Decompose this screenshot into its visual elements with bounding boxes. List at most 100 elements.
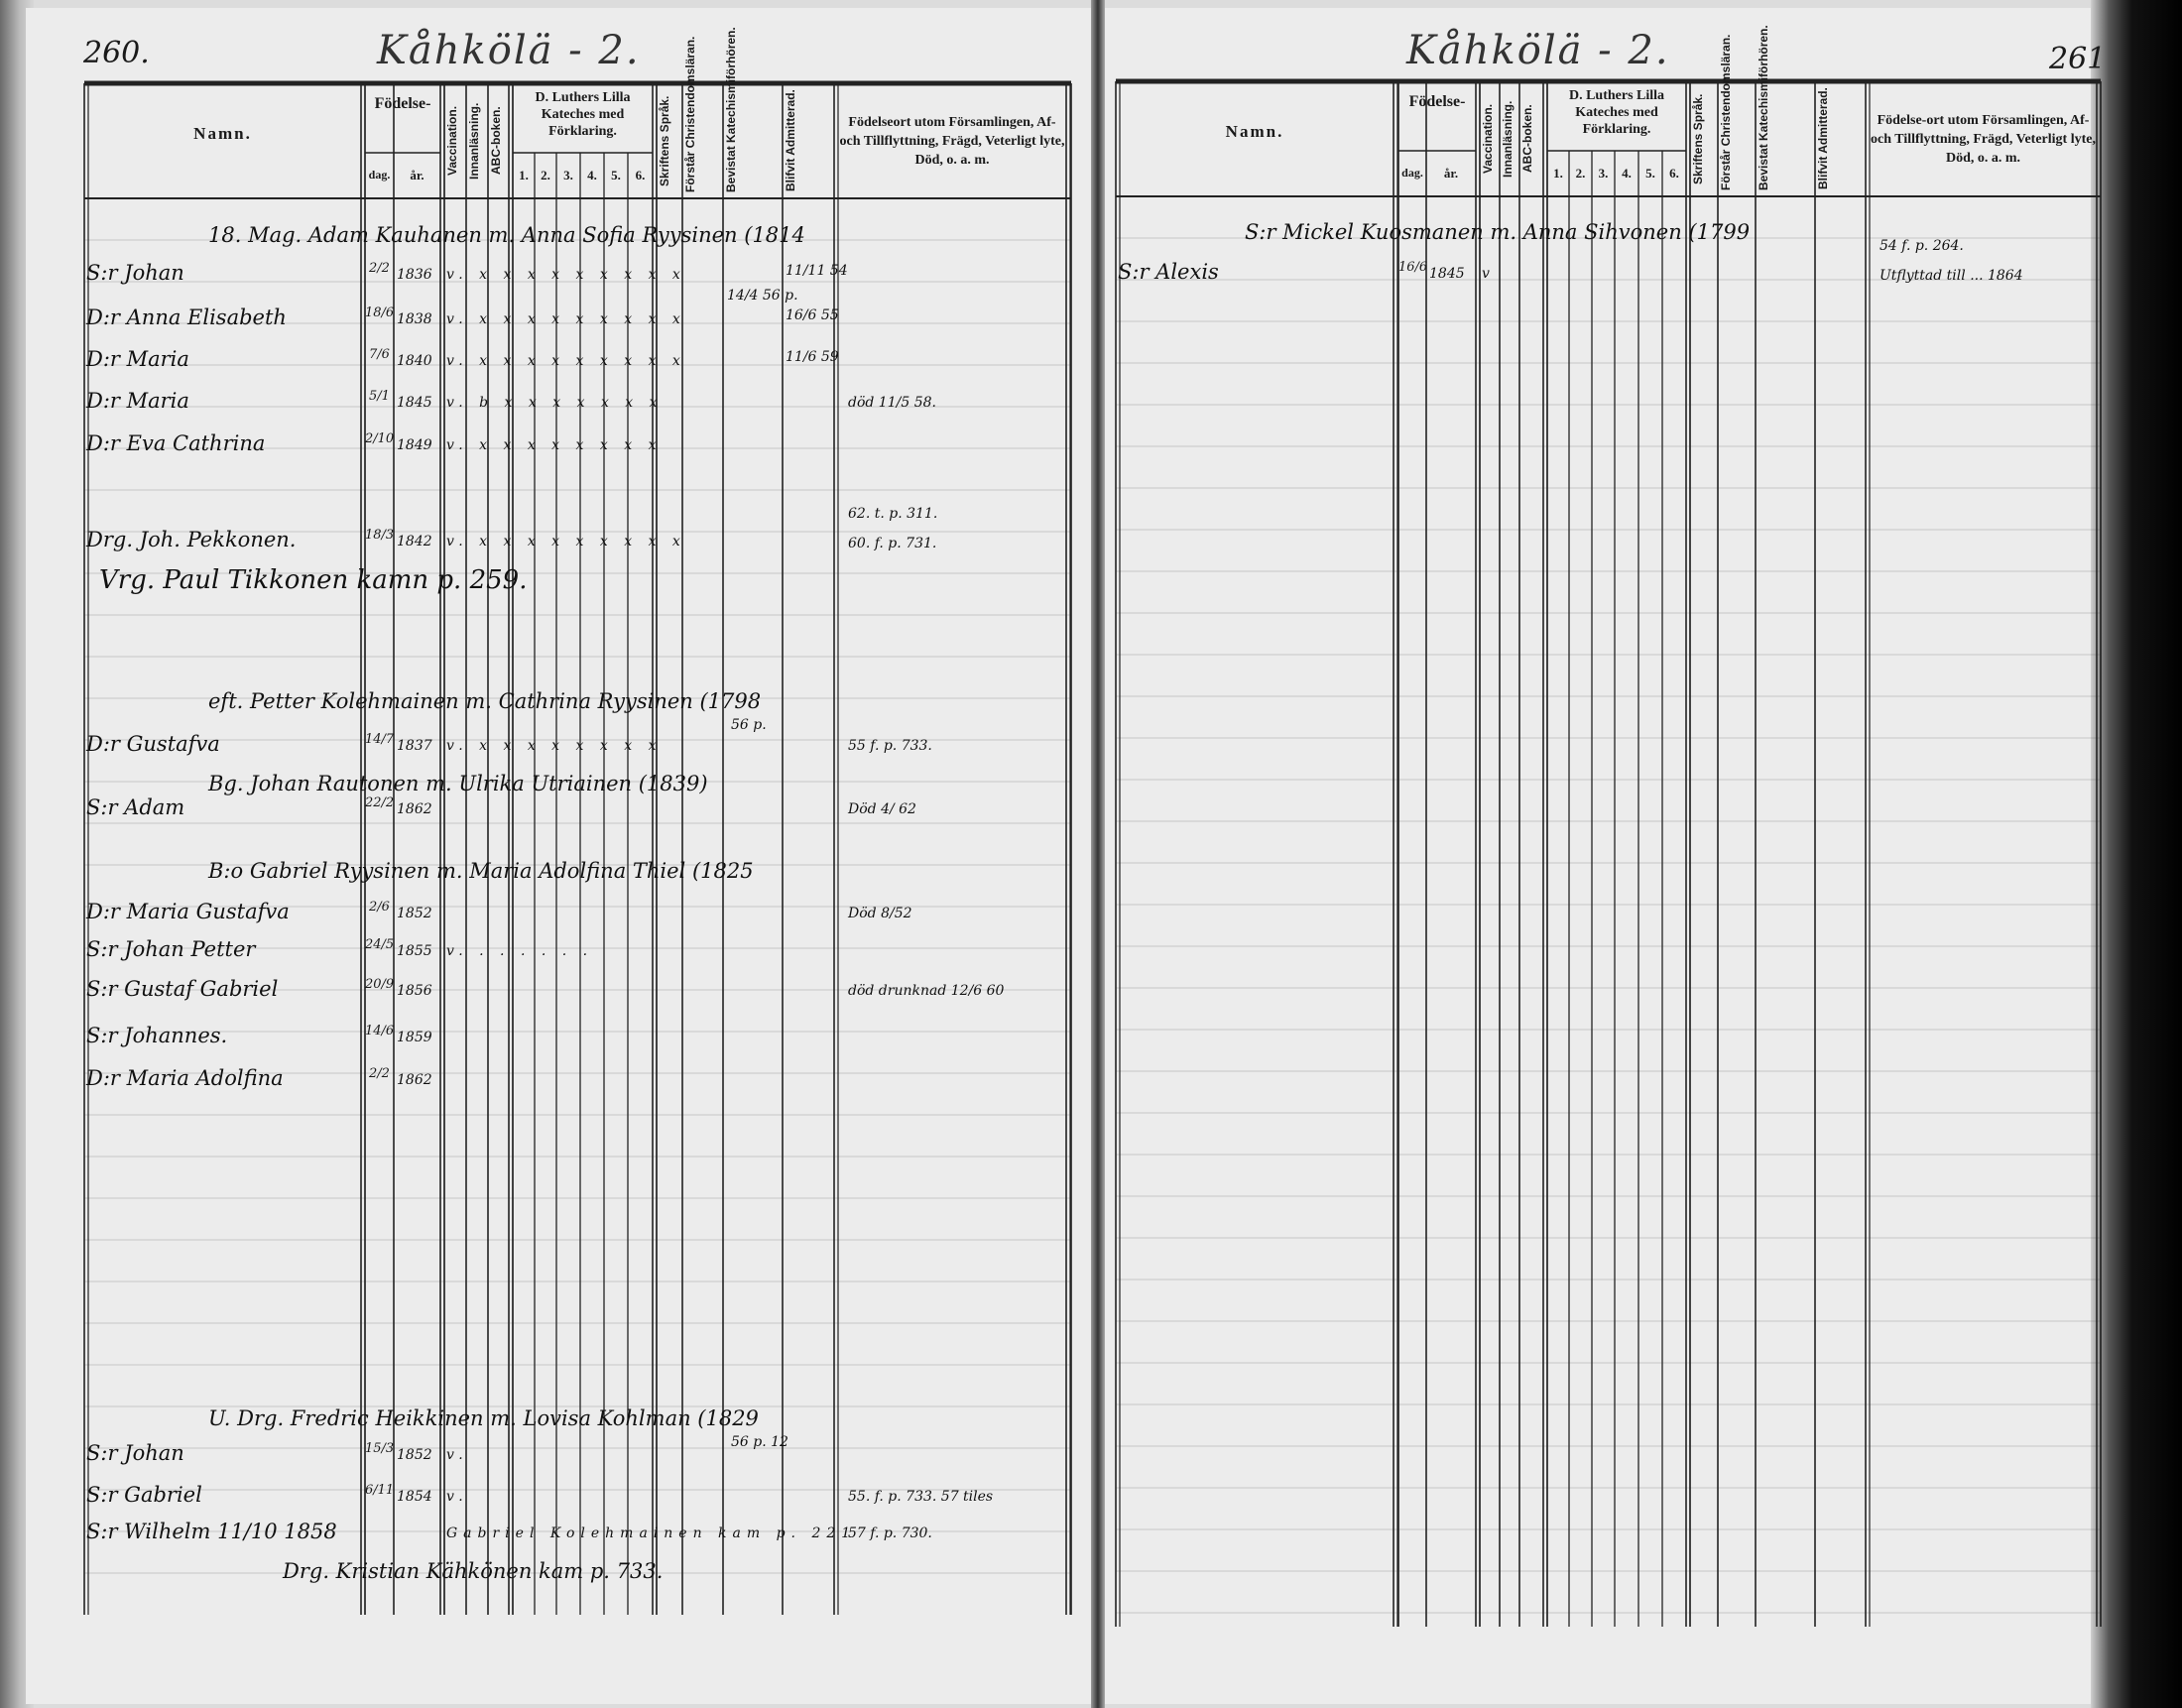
birth-day: 2/6 [369,900,390,915]
birth-year: 1854 [397,1489,432,1505]
bevistat-note: 56 p. [731,717,767,733]
header-luther: D. Luthers Lilla Kateches med Förklaring… [535,90,631,139]
birth-day: 24/5 [365,937,395,952]
catechism-marks: v. [446,1489,469,1505]
birth-year: 1862 [397,801,432,817]
remark: 60. f. p. 731. [848,536,937,551]
person-name: D:r Maria [86,347,189,371]
header-vaccination: Vaccination. [1481,103,1495,175]
header-skriftens-sprak: Skriftens Språk. [1691,93,1705,184]
admitted-date: 11/11 54 [786,263,848,279]
person-name: S:r Alexis [1118,260,1219,284]
header-luther-num: 1. [1553,166,1563,181]
person-name: Drg. Joh. Pekkonen. [86,528,297,551]
header-bevistat: Bevistat Katechismiförhören. [724,27,738,192]
remark: Utflyttad till ... 1864 [1879,268,2023,284]
birth-day: 18/3 [365,528,395,543]
header-luther-num: 2. [541,168,550,183]
admitted-date: 11/6 59 [786,349,839,365]
header-luther: D. Luthers Lilla Kateches med Förklaring… [1568,88,1665,137]
person-name: D:r Gustafva [86,732,220,756]
catechism-marks: v. x x x x x x x x x [446,267,686,283]
header-namn: Namn. [1225,122,1284,141]
birth-year: 1845 [397,395,432,411]
remark: 62. t. p. 311. [848,506,938,522]
birth-day: 18/6 [365,305,395,320]
family-head-line: U. Drg. Fredric Heikkinen m. Lovisa Kohl… [208,1406,759,1430]
header-luther-num: 4. [587,168,597,183]
remark: död 11/5 58. [848,395,936,411]
person-name: S:r Johan [86,261,184,285]
remark: 57 f. p. 730. [848,1525,932,1541]
header-luther-num: 5. [1645,166,1655,181]
page-title-right: Kåhkölä - 2. [1406,28,1670,73]
header-ar: år. [410,168,424,183]
birth-day: 14/7 [365,732,395,747]
birth-year: 1840 [397,353,432,369]
header-ar: år. [1443,166,1459,181]
remark: Död 8/52 [848,906,912,921]
remark: 55 f. p. 733. [848,738,932,754]
family-head-line: B:o Gabriel Ryysinen m. Maria Adolfina T… [208,859,754,883]
birth-year: 1837 [397,738,432,754]
birth-day: 14/6 [365,1024,395,1038]
catechism-marks: v. x x x x x x x x x [446,534,686,549]
person-name: D:r Eva Cathrina [86,431,266,455]
remark: Död 4/ 62 [848,801,916,817]
header-fodelse: Födelse- [1408,93,1466,110]
header-abc-boken: ABC-boken. [1520,104,1534,174]
birth-year: 1852 [397,1447,432,1463]
catechism-marks: v. x x x x x x x x [446,738,663,754]
left-page [26,8,1096,1704]
person-name: S:r Johan Petter [86,937,256,961]
book-edge-right [2091,0,2182,1708]
header-luther-num: 6. [635,168,646,183]
header-luther-num: 1. [519,168,529,183]
header-dag: dag. [1401,166,1423,180]
birth-day: 16/6 [1398,260,1428,275]
birth-day: 2/2 [369,261,390,276]
header-forstar: Förstår Christendomsläran. [1719,34,1733,190]
header-dag: dag. [368,168,391,182]
birth-year: 1845 [1429,266,1465,282]
person-name: D:r Anna Elisabeth [86,305,287,329]
header-innanlasning: Innanläsning. [467,102,481,180]
birth-year: 1849 [397,437,432,453]
person-name: S:r Johan [86,1441,184,1465]
header-blifvit: Blifvit Admitterad. [784,89,797,192]
header-fodelseort: Födelse-ort utom Församlingen, Af- och T… [1871,113,2096,166]
header-namn: Namn. [193,124,252,143]
header-luther-num: 4. [1622,166,1632,181]
header-fodelse: Födelse- [374,95,431,112]
birth-day: 7/6 [369,347,390,362]
person-name: S:r Johannes. [86,1024,228,1047]
catechism-marks: v. b x x x x x x x [446,395,664,411]
birth-year: 1855 [397,943,432,959]
birth-day: 2/2 [369,1066,390,1081]
page-number-left: 260. [83,36,150,70]
catechism-marks: Gabriel Kolehmainen kam p. 221 [446,1525,857,1541]
person-name: S:r Gabriel [86,1483,202,1507]
bevistat-note: 14/4 56 p. [727,288,798,304]
person-name: S:r Wilhelm 11/10 1858 [86,1520,337,1543]
birth-year: 1862 [397,1072,432,1088]
birth-day: 5/1 [369,389,390,404]
remark: 55. f. p. 733. 57 tiles [848,1489,994,1505]
person-name: D:r Maria Gustafva [86,900,290,923]
register-note: Vrg. Paul Tikkonen kamn p. 259. [99,565,528,595]
catechism-marks: v. x x x x x x x x x [446,311,686,327]
birth-year: 1852 [397,906,432,921]
header-forstar: Förstår Christendomsläran. [683,36,697,192]
birth-day: 15/3 [365,1441,395,1456]
book-gutter [1091,0,1105,1708]
person-name: D:r Maria [86,389,189,413]
header-fodelseort: Födelseort utom Församlingen, Af- och Ti… [839,115,1065,168]
bevistat-note: 56 p. 12 [731,1434,788,1450]
remark: död drunknad 12/6 60 [848,983,1005,999]
admitted-date: 16/6 55 [786,307,839,323]
family-head-line: eft. Petter Kolehmainen m. Cathrina Ryys… [208,689,762,713]
page-title-left: Kåhkölä - 2. [377,28,641,73]
family-head-line: S:r Mickel Kuosmanen m. Anna Sihvonen (1… [1245,220,1751,244]
person-name: D:r Maria Adolfina [86,1066,284,1090]
birth-year: 1842 [397,534,432,549]
